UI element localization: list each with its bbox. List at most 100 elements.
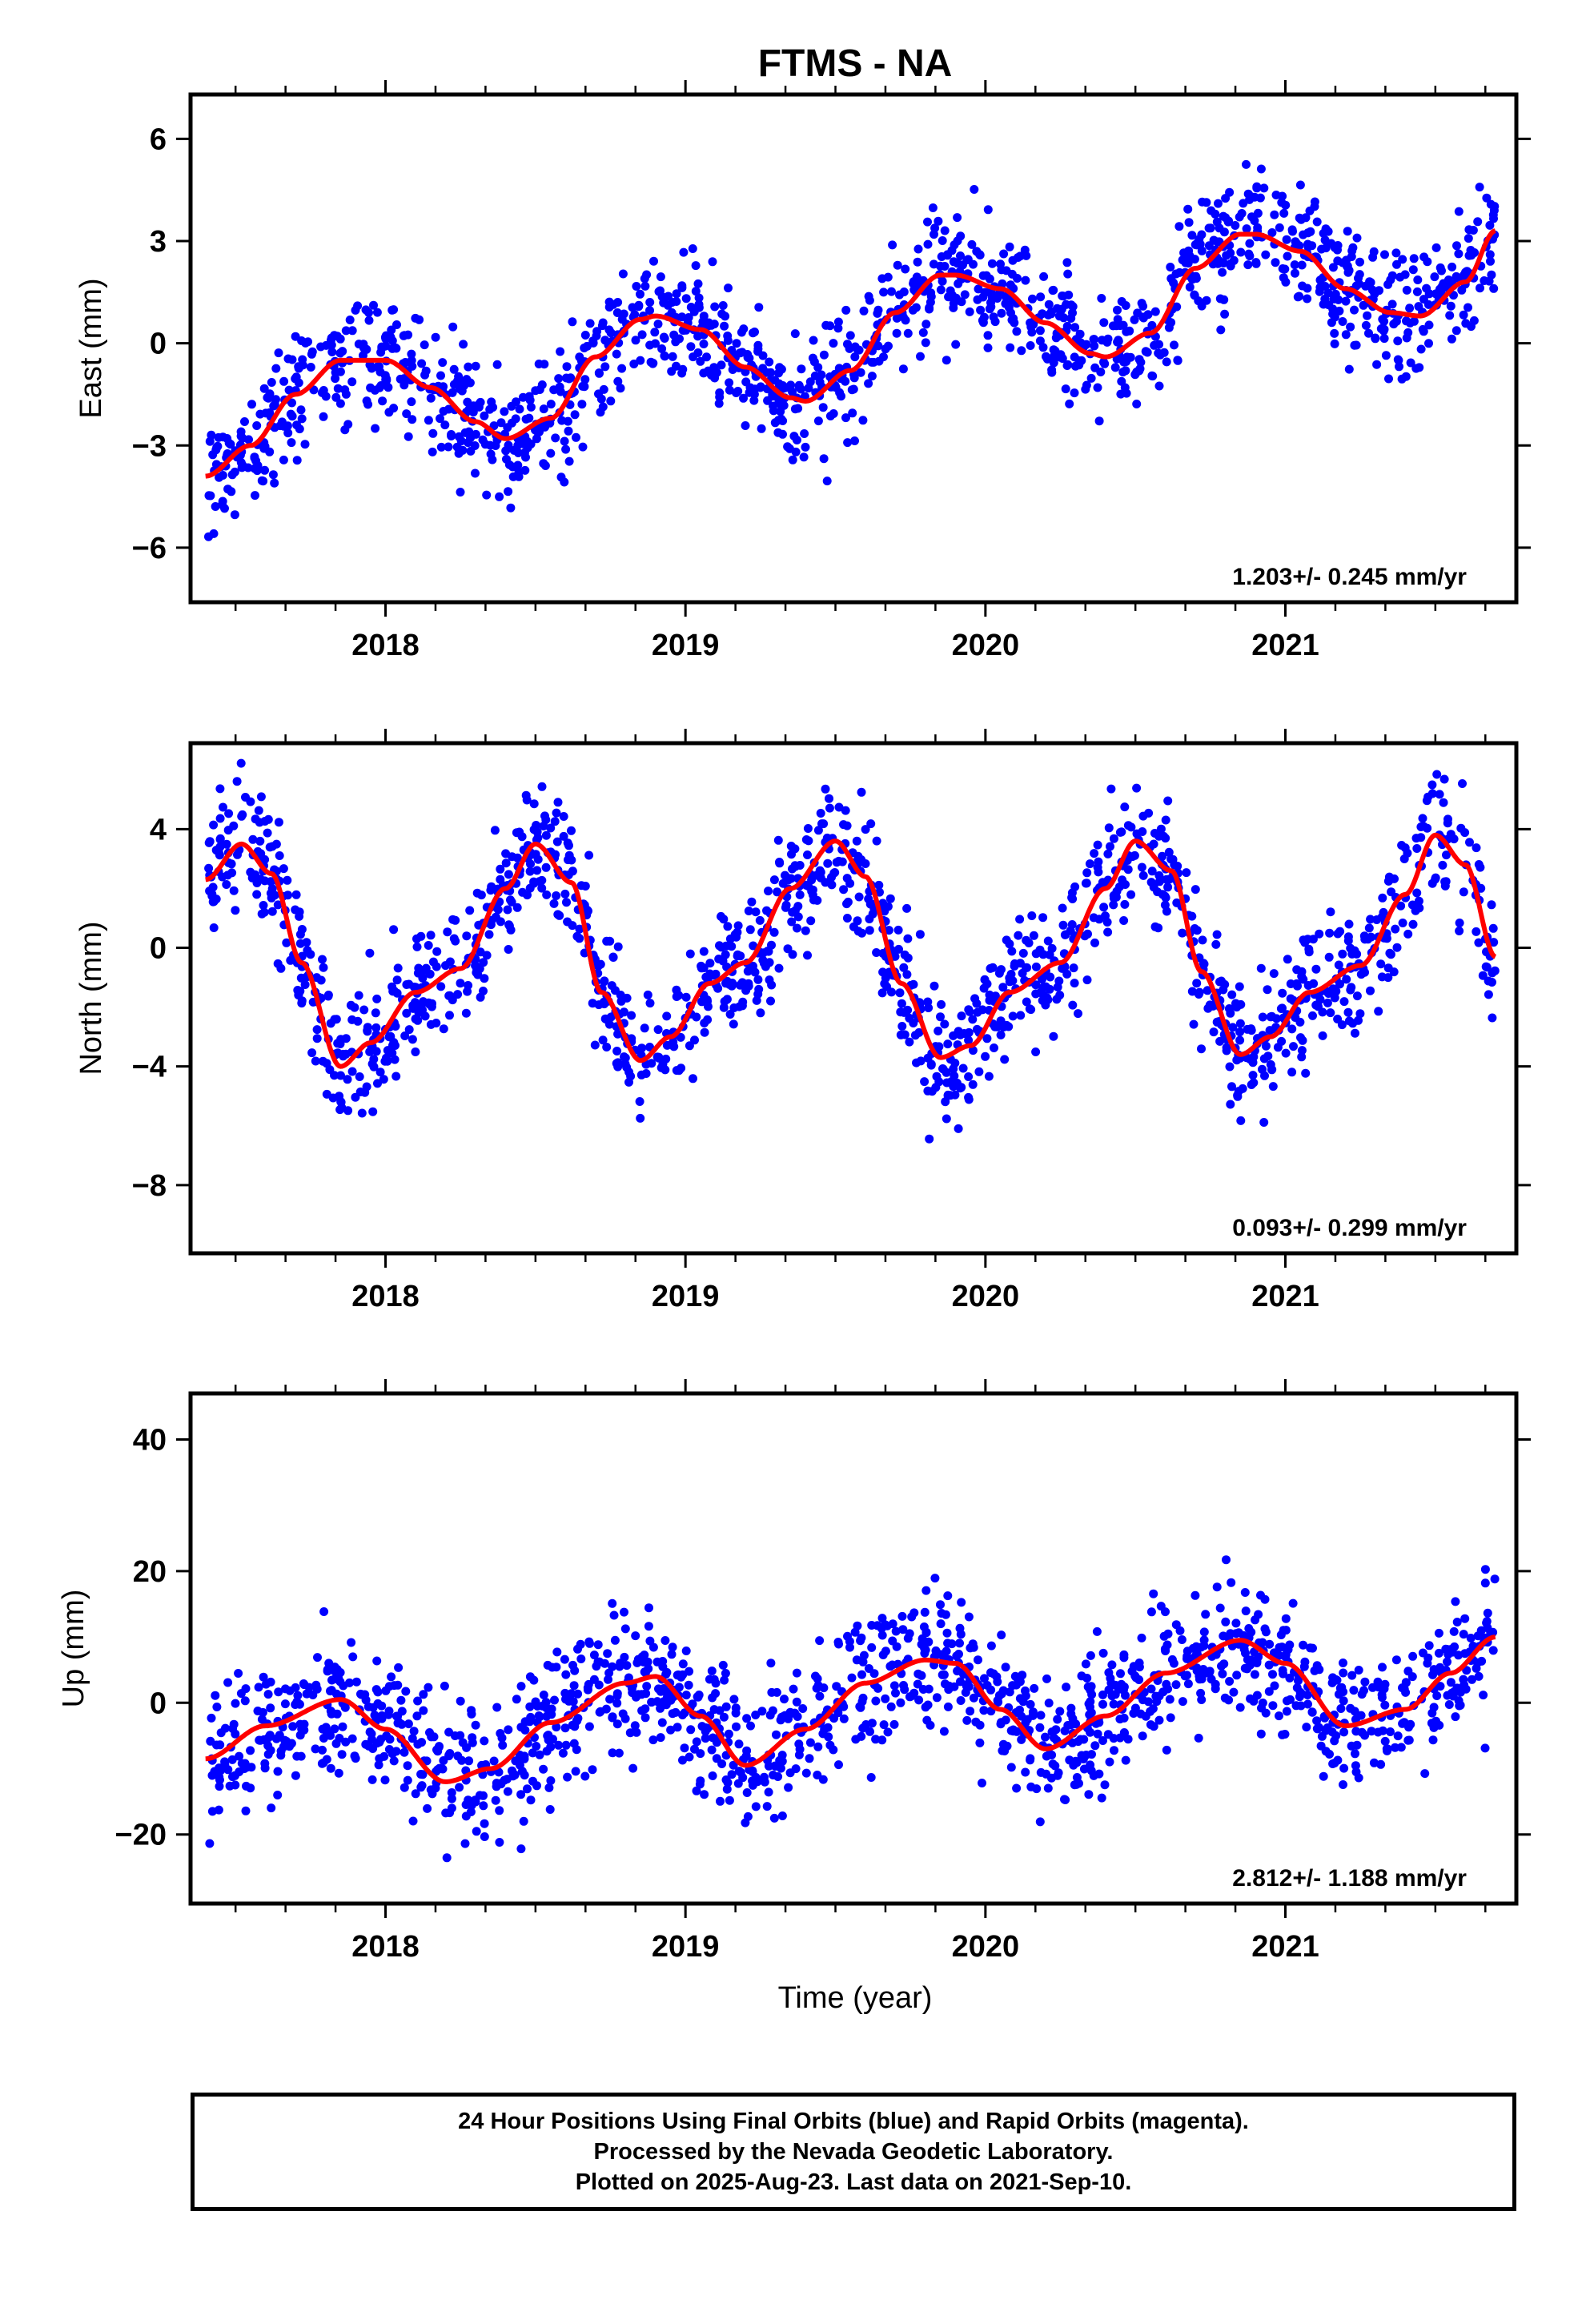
east-data-point <box>316 342 326 352</box>
east-data-point <box>1097 294 1106 303</box>
up-data-point <box>1177 1635 1186 1644</box>
east-data-point <box>1035 326 1045 336</box>
up-data-point <box>834 1639 843 1649</box>
y-tick-label: −20 <box>115 1819 167 1852</box>
north-data-point <box>451 915 460 925</box>
east-data-point <box>1178 255 1187 265</box>
east-data-point <box>345 316 355 324</box>
north-data-point <box>1008 1011 1018 1021</box>
north-data-point <box>322 1059 331 1068</box>
east-data-point <box>444 442 453 452</box>
east-data-point <box>371 424 380 433</box>
east-data-point <box>526 402 536 412</box>
north-data-point <box>781 900 791 910</box>
up-data-point <box>1460 1614 1470 1623</box>
east-data-point <box>1343 261 1352 271</box>
up-data-point <box>642 1682 652 1691</box>
up-data-point <box>879 1720 889 1730</box>
up-data-point <box>760 1777 769 1787</box>
north-data-point <box>756 1008 765 1018</box>
east-data-point <box>480 411 489 420</box>
east-data-point <box>998 279 1007 288</box>
east-data-point <box>1261 250 1271 259</box>
east-data-point <box>546 400 556 409</box>
up-data-point <box>921 1586 931 1595</box>
up-data-point <box>600 1659 609 1668</box>
east-data-point <box>766 368 776 377</box>
east-data-point <box>679 247 689 257</box>
north-data-point <box>874 880 884 890</box>
up-data-point <box>263 1750 273 1759</box>
up-data-point <box>877 1630 887 1640</box>
north-data-point <box>267 907 277 916</box>
east-data-point <box>1414 302 1423 312</box>
east-data-point <box>458 445 468 455</box>
north-data-point <box>640 1023 649 1033</box>
north-data-point <box>1488 978 1496 987</box>
east-data-point <box>694 293 704 303</box>
up-data-point <box>1275 1711 1283 1721</box>
north-data-point <box>767 980 777 990</box>
up-data-point <box>408 1734 417 1743</box>
east-data-point <box>727 346 737 355</box>
east-data-point <box>1211 209 1220 219</box>
east-data-point <box>376 381 386 390</box>
up-data-point <box>1391 1743 1399 1752</box>
up-data-point <box>1044 1699 1054 1708</box>
east-data-point <box>1184 218 1194 227</box>
up-data-point <box>765 1711 775 1720</box>
north-data-point <box>624 1068 634 1077</box>
up-data-point <box>444 1727 454 1737</box>
east-data-point <box>1222 251 1231 260</box>
east-data-point <box>247 400 256 409</box>
north-data-point <box>1189 1019 1199 1029</box>
east-data-point <box>399 374 408 384</box>
north-data-point <box>925 1134 934 1144</box>
up-data-point <box>751 1802 761 1811</box>
north-data-point <box>1474 938 1484 947</box>
north-data-point <box>942 1078 952 1088</box>
north-data-point <box>845 879 855 888</box>
up-data-point <box>742 1714 752 1723</box>
east-data-point <box>801 442 810 452</box>
east-data-point <box>956 251 965 260</box>
north-data-point <box>300 980 310 989</box>
up-data-point <box>1093 1729 1102 1739</box>
up-data-point <box>777 1811 787 1820</box>
x-tick-label: 2019 <box>652 629 720 662</box>
up-data-point <box>1336 1704 1346 1713</box>
east-data-point <box>898 312 908 322</box>
east-data-point <box>1412 287 1422 296</box>
north-data-point <box>806 916 816 926</box>
north-data-point <box>641 1069 651 1078</box>
north-data-point <box>981 1051 990 1061</box>
up-data-point <box>832 1682 841 1691</box>
east-data-point <box>978 271 988 280</box>
up-data-point <box>572 1716 581 1726</box>
north-data-point <box>335 1105 345 1115</box>
east-data-point <box>1243 260 1253 270</box>
north-data-point <box>1228 1023 1238 1032</box>
east-data-point <box>1271 258 1280 267</box>
east-data-point <box>630 310 640 320</box>
north-data-point <box>255 836 265 846</box>
north-data-point <box>878 899 888 908</box>
up-data-point <box>288 1722 298 1731</box>
north-data-point <box>769 875 779 885</box>
north-data-point <box>927 1087 937 1096</box>
east-data-point <box>1319 300 1328 309</box>
up-data-point <box>394 1663 404 1672</box>
up-data-point <box>397 1719 407 1729</box>
up-data-point <box>1218 1669 1227 1679</box>
north-data-point <box>1455 919 1464 927</box>
up-data-point <box>1334 1690 1343 1699</box>
east-data-point <box>1012 327 1022 336</box>
up-data-point <box>725 1795 734 1805</box>
east-data-point <box>359 351 367 360</box>
north-data-point <box>744 907 753 915</box>
east-data-point <box>495 492 504 501</box>
up-data-point <box>516 1844 526 1854</box>
north-data-point <box>1085 859 1094 869</box>
north-data-point <box>260 817 270 826</box>
up-data-point <box>636 1690 646 1699</box>
